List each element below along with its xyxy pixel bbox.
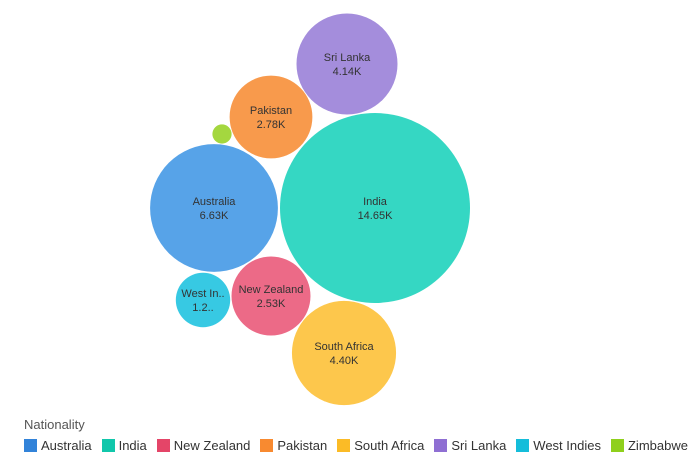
bubble-label-name-sri-lanka: Sri Lanka — [324, 52, 371, 64]
legend-swatch — [156, 439, 170, 452]
bubble-label-name-pakistan: Pakistan — [250, 105, 292, 117]
legend-item-pakistan[interactable]: Pakistan — [260, 438, 327, 453]
legend-item-south-africa[interactable]: South Africa — [337, 438, 424, 453]
legend-swatch — [610, 439, 624, 452]
legend-item-sri-lanka[interactable]: Sri Lanka — [434, 438, 506, 453]
bubble-sri-lanka[interactable] — [296, 13, 398, 115]
legend-item-west-indies[interactable]: West Indies — [516, 438, 601, 453]
legend-swatch — [260, 439, 274, 452]
legend-swatch — [101, 439, 115, 452]
bubble-label-value-west-indies: 1.2.. — [192, 302, 213, 314]
bubble-india[interactable] — [280, 113, 470, 303]
legend-item-zimbabwe[interactable]: Zimbabwe — [610, 438, 688, 453]
legend-label: India — [118, 438, 147, 453]
bubble-pakistan[interactable] — [229, 75, 313, 159]
bubble-label-value-new-zealand: 2.53K — [257, 298, 286, 310]
bubble-zimbabwe[interactable] — [212, 124, 232, 144]
bubble-australia[interactable] — [150, 144, 278, 272]
bubble-new-zealand[interactable] — [231, 256, 311, 336]
legend-label: Zimbabwe — [627, 438, 688, 453]
bubble-label-value-pakistan: 2.78K — [257, 119, 286, 131]
legend-swatch — [434, 439, 448, 452]
bubble-chart: India 14.65K Australia 6.63K South Africa 4.4… — [150, 13, 470, 406]
legend-label: Pakistan — [277, 438, 328, 453]
bubble-label-name-west-indies: West In.. — [181, 288, 224, 300]
bubble-label-value-australia: 6.63K — [200, 210, 229, 222]
legend-label: South Africa — [354, 438, 425, 453]
legend-item-australia[interactable]: Australia — [24, 438, 92, 453]
legend-item-new-zealand[interactable]: New Zealand — [156, 438, 251, 453]
legend-items: Australia India New Zealand Pakistan South A… — [24, 438, 694, 453]
bubble-label-name-south-africa: South Africa — [314, 341, 374, 353]
legend-label: New Zealand — [173, 438, 251, 453]
legend: Nationality Australia India New Zealand Pak… — [24, 417, 694, 453]
bubble-west-indies[interactable] — [175, 272, 231, 328]
bubble-label-value-india: 14.65K — [358, 210, 394, 222]
legend-label: Sri Lanka — [451, 438, 507, 453]
legend-item-india[interactable]: India — [101, 438, 147, 453]
legend-title: Nationality — [24, 417, 85, 432]
legend-label: West Indies — [533, 438, 601, 453]
legend-label: Australia — [41, 438, 92, 453]
bubble-label-name-australia: Australia — [193, 196, 237, 208]
legend-swatch — [24, 439, 37, 452]
legend-swatch — [516, 439, 530, 452]
bubble-label-name-india: India — [363, 196, 388, 208]
bubble-label-name-new-zealand: New Zealand — [239, 284, 304, 296]
bubble-south-africa[interactable] — [291, 300, 397, 406]
bubble-label-value-sri-lanka: 4.14K — [333, 66, 362, 78]
legend-swatch — [337, 439, 351, 452]
bubble-label-value-south-africa: 4.40K — [330, 355, 359, 367]
